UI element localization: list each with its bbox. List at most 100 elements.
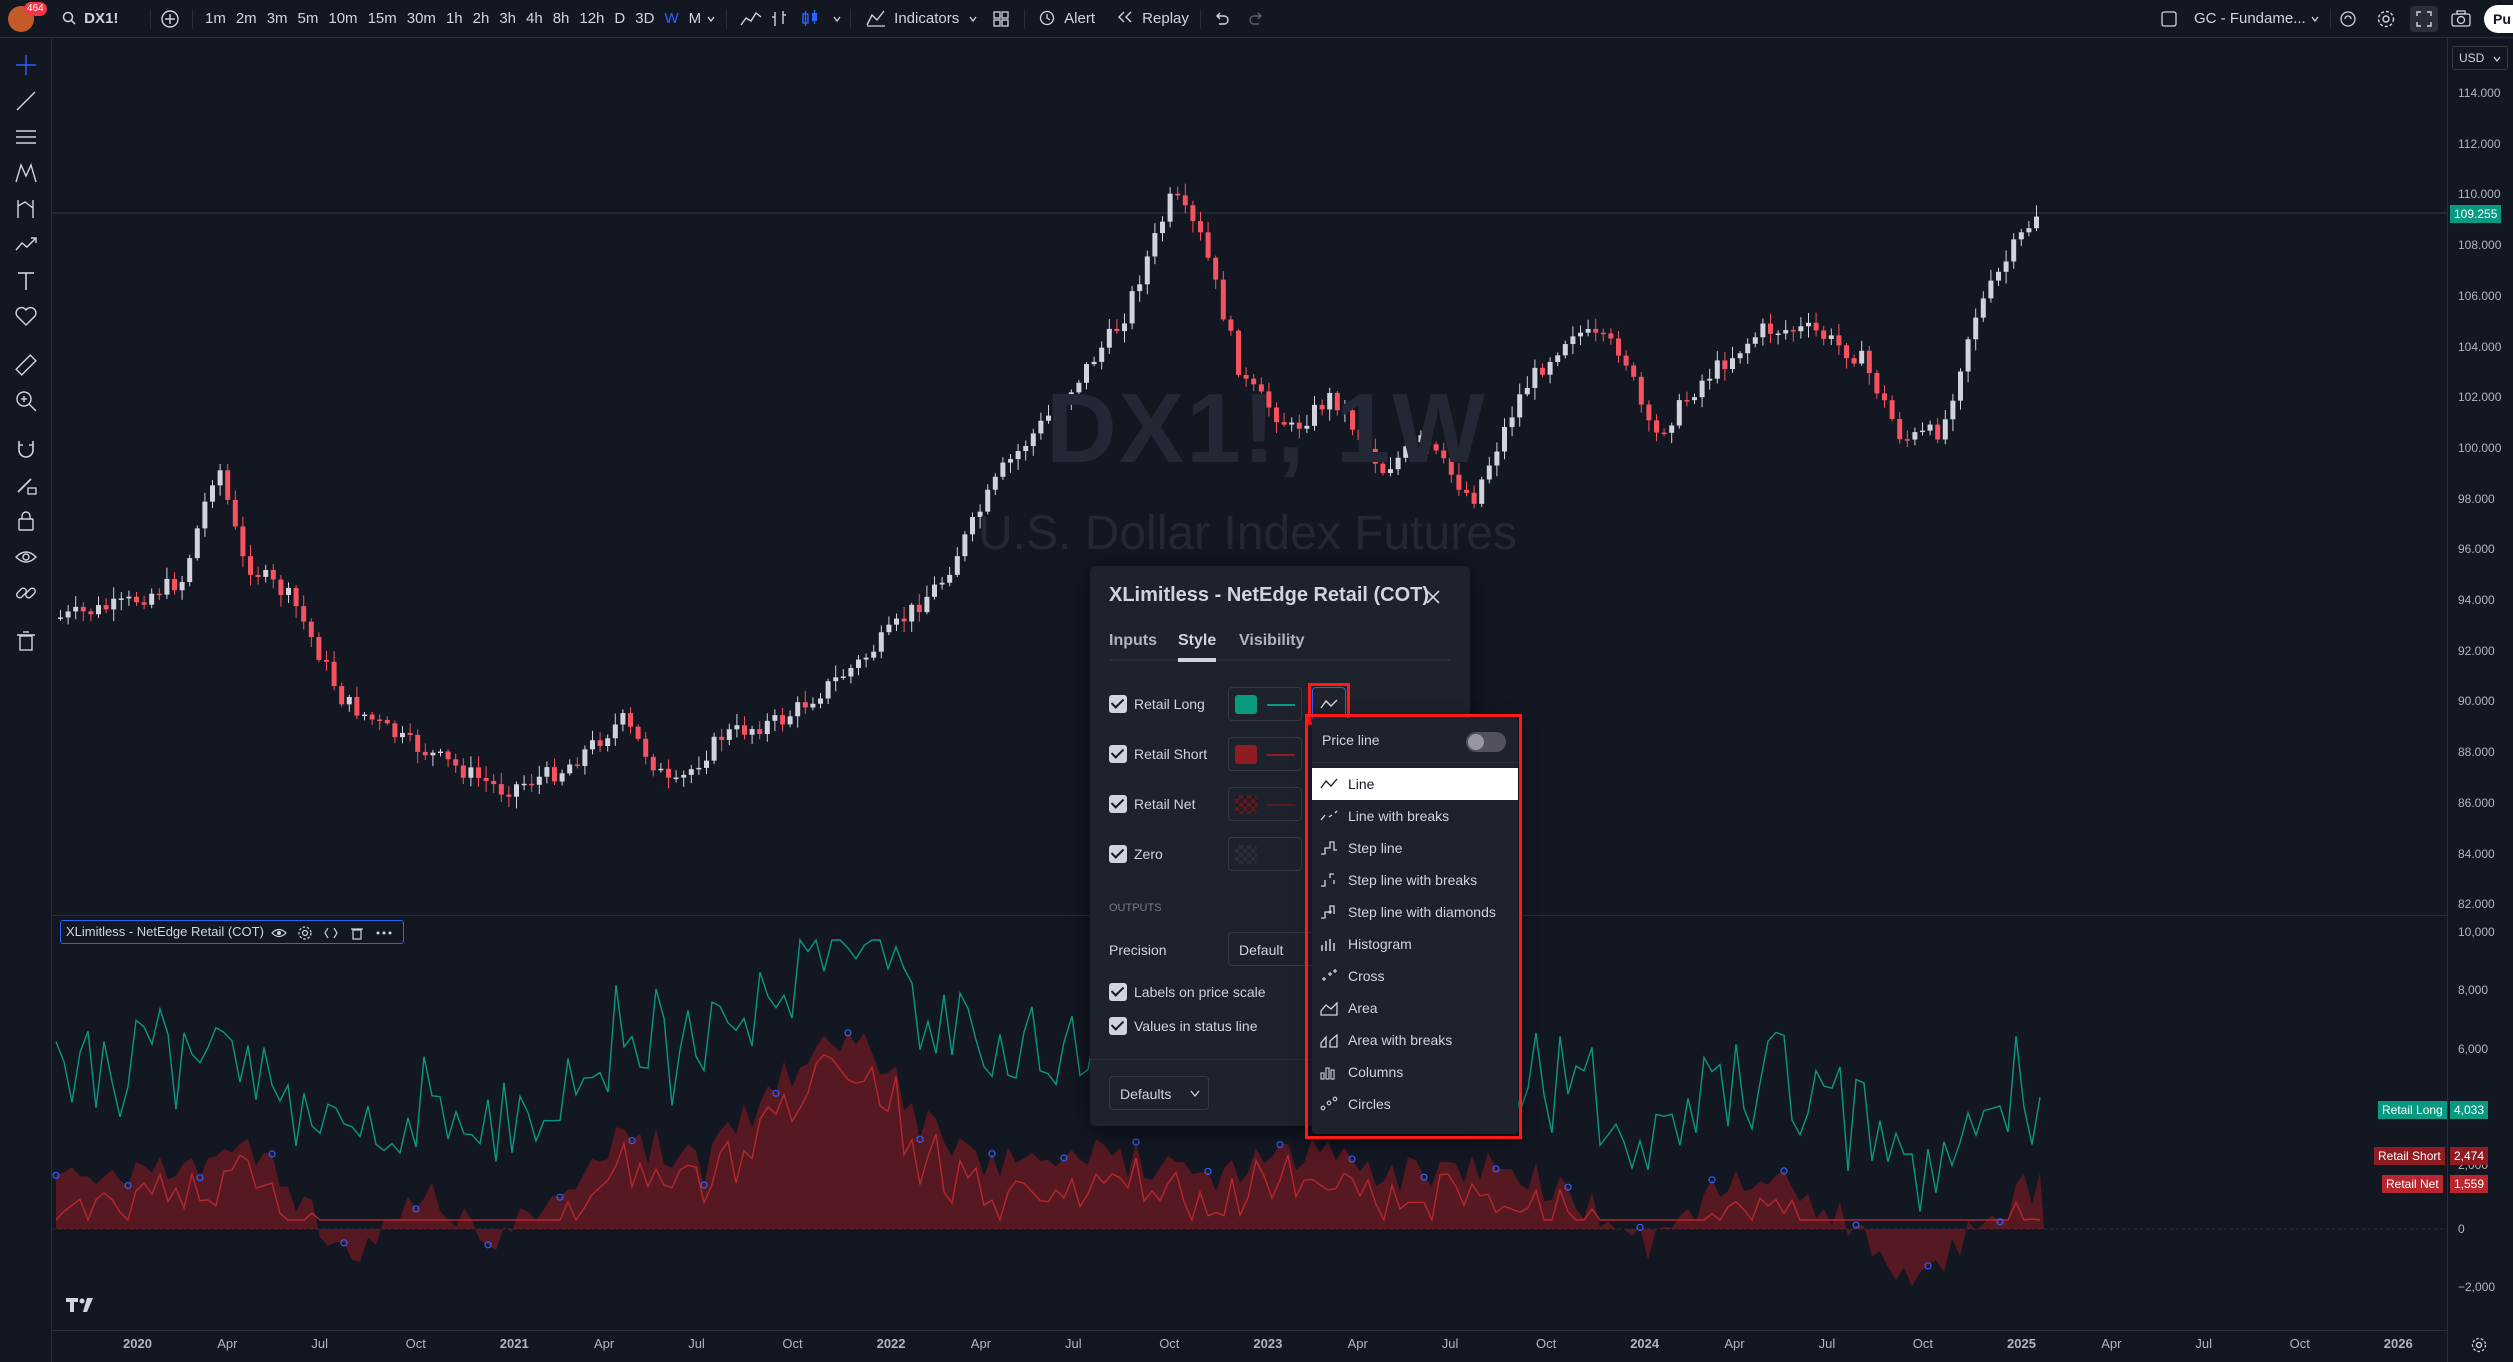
redo-icon[interactable] xyxy=(1248,10,1266,28)
style-option-circles[interactable]: Circles xyxy=(1312,1088,1518,1120)
timeframe-30m[interactable]: 30m xyxy=(406,10,436,27)
magnet-icon[interactable] xyxy=(13,436,39,462)
price-scale[interactable] xyxy=(2447,38,2513,1362)
timeframe-w[interactable]: W xyxy=(664,10,679,27)
timeframe-1h[interactable]: 1h xyxy=(445,10,463,27)
timeframe-12h[interactable]: 12h xyxy=(579,10,605,27)
replay-button[interactable]: Replay xyxy=(1116,0,1189,38)
labels-on-price-scale-checkbox[interactable] xyxy=(1109,983,1127,1001)
style-option-step-line-with-breaks[interactable]: Step line with breaks xyxy=(1312,864,1518,896)
chevron-down-icon[interactable] xyxy=(706,14,716,24)
layout-grid-icon[interactable] xyxy=(992,10,1010,28)
style-option-histogram[interactable]: Histogram xyxy=(1312,928,1518,960)
timeframe-3m[interactable]: 3m xyxy=(266,10,288,27)
zoom-in-icon[interactable] xyxy=(13,388,39,414)
gear-icon[interactable] xyxy=(2470,1336,2488,1354)
retail-net-color-picker[interactable] xyxy=(1228,787,1302,821)
timeframe-2m[interactable]: 2m xyxy=(235,10,257,27)
retail-net-checkbox[interactable] xyxy=(1109,795,1127,813)
retail-long-color-picker[interactable] xyxy=(1228,687,1302,721)
timeframe-d[interactable]: D xyxy=(614,10,626,27)
currency-selector[interactable]: USD xyxy=(2452,46,2508,70)
trend-line-icon[interactable] xyxy=(13,88,39,114)
candle-body xyxy=(1540,367,1545,375)
crosshair-icon[interactable] xyxy=(13,52,39,78)
zero-color-picker[interactable] xyxy=(1228,837,1302,871)
style-option-columns[interactable]: Columns xyxy=(1312,1056,1518,1088)
zero-checkbox[interactable] xyxy=(1109,845,1127,863)
symbol-search[interactable]: DX1! xyxy=(62,0,118,38)
pencil-lock-icon[interactable] xyxy=(13,472,39,498)
pattern-icon[interactable] xyxy=(13,160,39,186)
gear-icon[interactable] xyxy=(297,925,313,941)
tab-visibility[interactable]: Visibility xyxy=(1239,632,1305,649)
layout-name[interactable]: GC - Fundame... xyxy=(2194,10,2306,27)
values-in-status-line-checkbox[interactable] xyxy=(1109,1017,1127,1035)
bar-chart-icon[interactable] xyxy=(770,9,790,29)
heart-icon[interactable] xyxy=(13,304,39,330)
chevron-down-icon[interactable] xyxy=(832,14,842,24)
retail-short-checkbox[interactable] xyxy=(1109,745,1127,763)
style-option-cross[interactable]: Cross xyxy=(1312,960,1518,992)
chevron-down-icon[interactable] xyxy=(2310,14,2320,24)
link-icon[interactable] xyxy=(13,580,39,606)
eye-icon[interactable] xyxy=(271,925,287,941)
defaults-button[interactable]: Defaults xyxy=(1109,1076,1209,1110)
gear-icon[interactable] xyxy=(2376,9,2396,29)
style-option-area[interactable]: Area xyxy=(1312,992,1518,1024)
style-option-label: Step line xyxy=(1348,840,1403,856)
close-icon[interactable] xyxy=(1424,588,1442,606)
checkbox-icon[interactable] xyxy=(2160,10,2178,28)
fullscreen-button[interactable] xyxy=(2410,6,2438,32)
timeframe-10m[interactable]: 10m xyxy=(328,10,358,27)
style-option-area-with-breaks[interactable]: Area with breaks xyxy=(1312,1024,1518,1056)
lock-icon[interactable] xyxy=(13,508,39,534)
chevron-down-icon[interactable] xyxy=(968,14,978,24)
indicator-legend[interactable]: XLimitless - NetEdge Retail (COT) xyxy=(60,920,404,944)
style-option-line-with-breaks[interactable]: Line with breaks xyxy=(1312,800,1518,832)
timeframe-1m[interactable]: 1m xyxy=(205,10,226,27)
time-axis[interactable] xyxy=(52,1330,2447,1362)
timeframe-2h[interactable]: 2h xyxy=(472,10,490,27)
style-option-line[interactable]: Line xyxy=(1312,768,1518,800)
tab-style[interactable]: Style xyxy=(1178,632,1217,649)
timeframe-4h[interactable]: 4h xyxy=(526,10,543,27)
trash-icon[interactable] xyxy=(13,628,39,654)
more-icon[interactable] xyxy=(375,925,393,941)
eye-icon[interactable] xyxy=(13,544,39,570)
style-option-step-line[interactable]: Step line xyxy=(1312,832,1518,864)
trash-icon[interactable] xyxy=(349,925,365,941)
price-line-toggle[interactable] xyxy=(1466,732,1506,752)
undo-icon[interactable] xyxy=(1212,10,1230,28)
candle-body xyxy=(1509,417,1515,427)
candle-body xyxy=(1236,330,1241,375)
retail-short-color-picker[interactable] xyxy=(1228,737,1302,771)
retail-long-checkbox[interactable] xyxy=(1109,695,1127,713)
timeframe-3h[interactable]: 3h xyxy=(499,10,516,27)
alert-button[interactable]: Alert xyxy=(1038,0,1095,38)
style-option-step-line-with-diamonds[interactable]: Step line with diamonds xyxy=(1312,896,1518,928)
timeframe-m[interactable]: M xyxy=(688,10,702,27)
retail-net-marker xyxy=(1924,1262,1932,1270)
line-chart-icon[interactable] xyxy=(740,10,762,28)
timeframe-15m[interactable]: 15m xyxy=(367,10,397,27)
forecast-icon[interactable] xyxy=(13,196,39,222)
timeframe-5m[interactable]: 5m xyxy=(297,10,319,27)
timeframe-3d[interactable]: 3D xyxy=(635,10,655,27)
ruler-icon[interactable] xyxy=(13,352,39,378)
candles-icon[interactable] xyxy=(800,9,820,29)
timeframe-8h[interactable]: 8h xyxy=(552,10,570,27)
candle-body xyxy=(1068,392,1074,404)
text-icon[interactable] xyxy=(13,268,39,294)
brush-icon[interactable] xyxy=(13,232,39,258)
source-code-icon[interactable] xyxy=(323,925,339,941)
publish-button[interactable]: Pu xyxy=(2484,5,2513,33)
tab-inputs[interactable]: Inputs xyxy=(1109,632,1157,649)
camera-icon[interactable] xyxy=(2450,9,2472,29)
indicators-button[interactable]: Indicators xyxy=(866,0,959,38)
quick-search-icon[interactable] xyxy=(2338,9,2358,29)
horizontal-lines-icon[interactable] xyxy=(13,124,39,150)
candle-body xyxy=(96,605,101,615)
compare-add-icon[interactable] xyxy=(160,9,180,29)
